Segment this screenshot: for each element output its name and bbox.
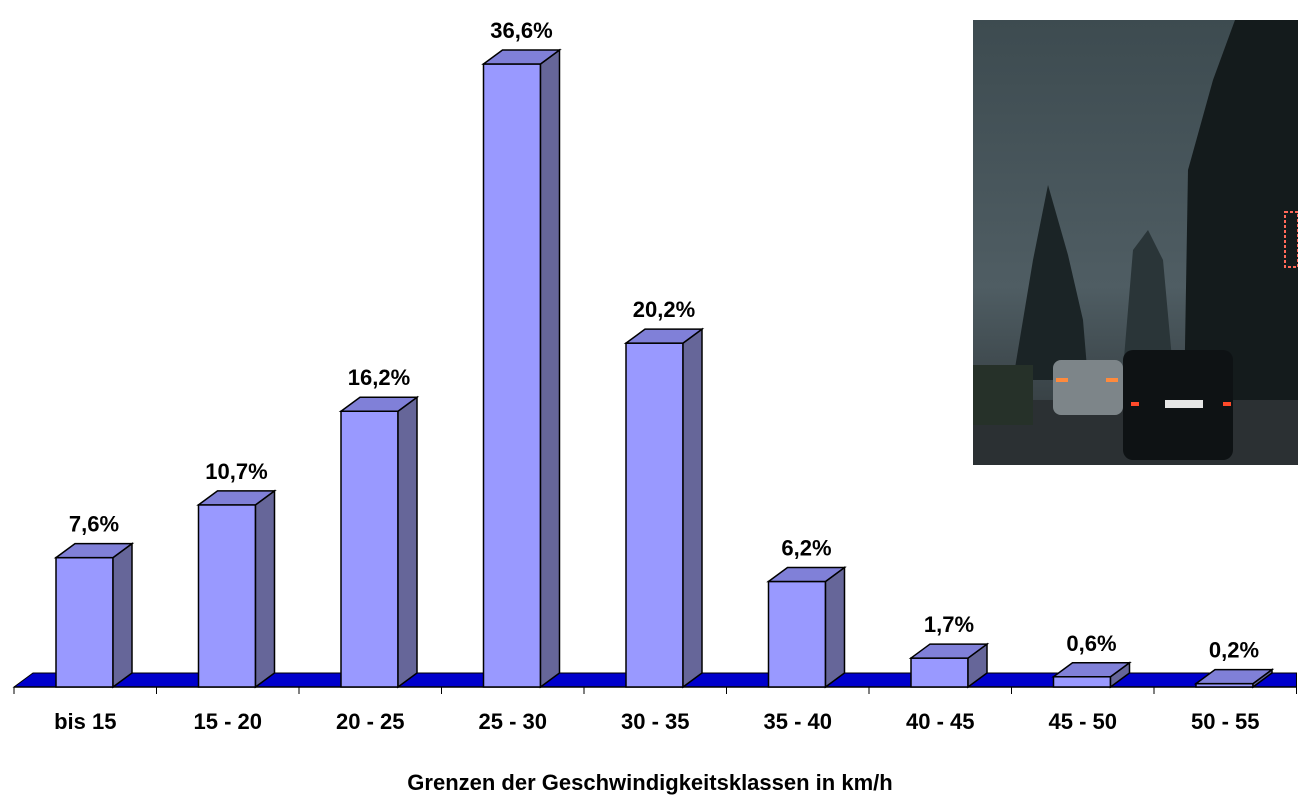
x-tick-label: 40 - 45 bbox=[906, 709, 975, 734]
photo-bare-trees bbox=[1123, 230, 1173, 370]
bar-top bbox=[338, 396, 420, 412]
bar-side bbox=[682, 327, 703, 689]
bar-40-45 bbox=[908, 642, 990, 689]
data-label: 1,7% bbox=[924, 612, 974, 637]
data-label: 20,2% bbox=[633, 297, 695, 322]
x-tick-label: bis 15 bbox=[54, 709, 116, 734]
bar-25-30 bbox=[481, 48, 562, 689]
data-label: 16,2% bbox=[348, 365, 410, 390]
photo-car-right-light bbox=[1131, 402, 1139, 406]
bar-front bbox=[625, 342, 684, 688]
bar-35-40 bbox=[766, 565, 847, 689]
bar-side bbox=[539, 48, 561, 689]
bar-side bbox=[112, 542, 133, 689]
bar-front bbox=[55, 556, 114, 688]
bar-top bbox=[623, 328, 705, 344]
bar-side bbox=[824, 565, 846, 689]
bar-15-20 bbox=[196, 489, 277, 689]
data-label: 0,6% bbox=[1066, 631, 1116, 656]
bar-20-25 bbox=[338, 395, 420, 689]
bar-top bbox=[196, 490, 277, 506]
photo-tree-left bbox=[1013, 185, 1088, 380]
bar-side bbox=[254, 489, 276, 689]
bar-top bbox=[1051, 662, 1132, 678]
bar-50-55 bbox=[1193, 668, 1275, 689]
bar-30-35 bbox=[623, 327, 705, 689]
bar-side bbox=[397, 395, 418, 689]
photo-car-right-light bbox=[1223, 402, 1231, 406]
bar-front bbox=[340, 410, 399, 688]
data-label: 36,6% bbox=[490, 18, 552, 43]
photo-hedge bbox=[973, 365, 1033, 425]
data-labels-group: 7,6% 10,7% 16,2% 36,6% 20,2% 6,2% 1,7% 0,6% 0,2% bbox=[69, 18, 1259, 663]
bar-front bbox=[767, 580, 827, 688]
x-tick-label: 45 - 50 bbox=[1049, 709, 1118, 734]
bar-top bbox=[53, 542, 135, 559]
data-label: 0,2% bbox=[1209, 638, 1259, 663]
data-label: 7,6% bbox=[69, 512, 119, 537]
x-tick-labels-group: bis 15 15 - 20 20 - 25 25 - 30 30 - 35 35 - 4… bbox=[54, 709, 1259, 734]
x-tick-label: 15 - 20 bbox=[194, 709, 263, 734]
photo-car-left-light bbox=[1056, 378, 1068, 382]
bar-front bbox=[197, 504, 257, 688]
inset-photo bbox=[973, 20, 1298, 465]
x-tick-label: 20 - 25 bbox=[336, 709, 405, 734]
x-axis-title: Grenzen der Geschwindigkeitsklassen in k… bbox=[407, 770, 892, 795]
bar-45-50 bbox=[1051, 661, 1132, 689]
data-label: 6,2% bbox=[781, 535, 831, 560]
bar-top bbox=[766, 566, 847, 583]
photo-car-left bbox=[1053, 360, 1123, 415]
x-tick-label: 50 - 55 bbox=[1191, 709, 1260, 734]
bars-group bbox=[53, 48, 1275, 689]
photo-car-right-plate bbox=[1165, 400, 1203, 408]
data-label: 10,7% bbox=[205, 459, 267, 484]
photo-car-left-light bbox=[1106, 378, 1118, 382]
x-tick-label: 30 - 35 bbox=[621, 709, 690, 734]
bar-front bbox=[482, 63, 542, 688]
x-tick-label: 25 - 30 bbox=[479, 709, 548, 734]
bar-bis15 bbox=[53, 542, 135, 689]
bar-top bbox=[481, 49, 562, 65]
bar-top bbox=[908, 643, 990, 659]
bar-front bbox=[1052, 676, 1112, 688]
x-tick-label: 35 - 40 bbox=[764, 709, 833, 734]
bar-top bbox=[1193, 668, 1275, 685]
photo-speed-sign bbox=[1284, 211, 1298, 268]
bar-front bbox=[910, 657, 969, 688]
